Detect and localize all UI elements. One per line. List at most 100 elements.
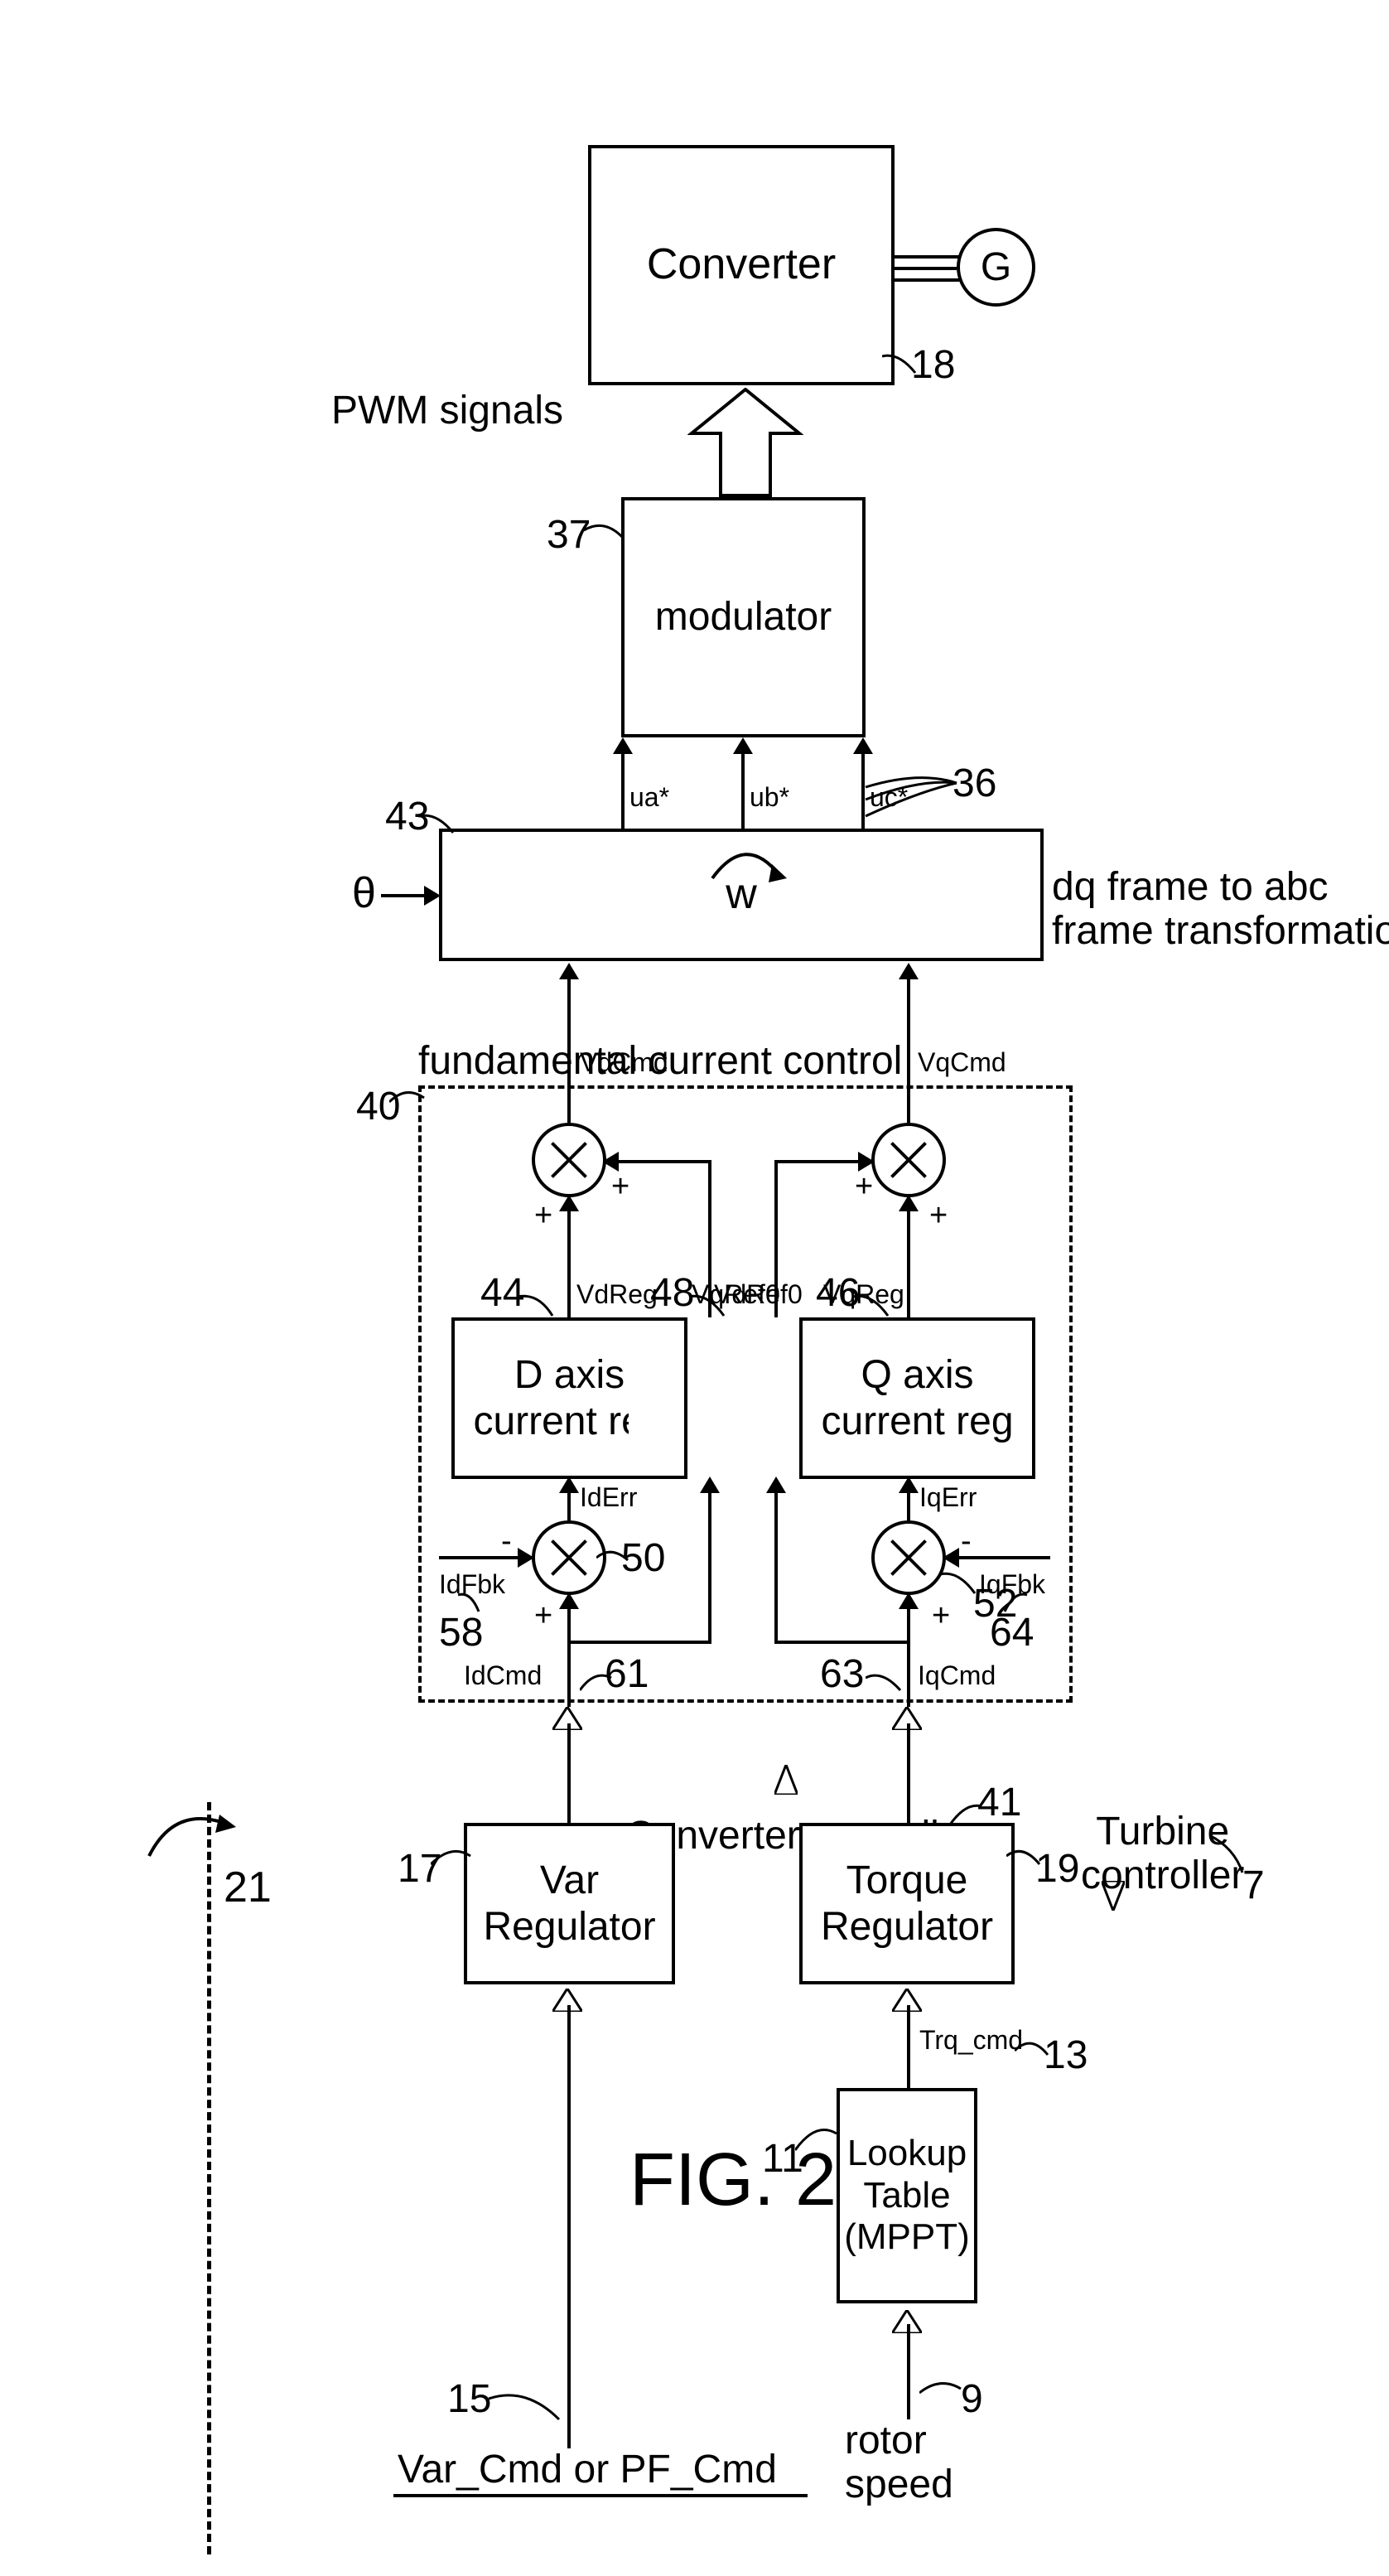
ah-ub: [733, 737, 753, 754]
converter-arrow: [774, 1765, 798, 1795]
line-var-pf: [567, 2005, 571, 2448]
ref-15-lead: [489, 2386, 563, 2428]
ref-52-lead: [940, 1570, 977, 1599]
line-vqcmd: [907, 978, 910, 1123]
ref-9-lead: [919, 2376, 965, 2409]
iderr-label: IdErr: [580, 1483, 637, 1512]
line-iqcmd: [907, 1723, 910, 1823]
arrow-trq-cmd: [892, 1989, 922, 2012]
line-vdcmd: [567, 978, 571, 1123]
modulator-text: modulator: [655, 594, 832, 640]
summer-d-out: [532, 1123, 606, 1197]
ref-7-lead: [1209, 1831, 1251, 1877]
generator-text: G: [981, 244, 1011, 290]
vqreg-label: VqReg: [823, 1280, 904, 1309]
plus-q-out2: +: [855, 1170, 873, 1205]
ref-63: 63: [820, 1653, 864, 1697]
converter-text: Converter: [647, 240, 836, 290]
ref-11-lead: [795, 2121, 841, 2158]
arrow-var-pf: [552, 1989, 582, 2012]
plus-d-in: +: [534, 1599, 552, 1634]
ah-idcmd-vff: [700, 1476, 720, 1493]
lookup-table-text: Lookup Table (MPPT): [844, 2133, 970, 2259]
line-trq-cmd: [907, 2005, 910, 2088]
line-ua: [621, 752, 625, 829]
ref-43-lead: [418, 812, 456, 841]
line-var-pf-underline: [393, 2494, 808, 2497]
ua-label: ua*: [629, 783, 669, 812]
vdcmd-label: VdCmd: [580, 1048, 668, 1077]
line-ub: [741, 752, 745, 829]
vqcmd-label: VqCmd: [918, 1048, 1006, 1077]
ref-18-lead: [882, 352, 919, 381]
theta-label: θ: [352, 870, 376, 917]
trq-cmd-label: Trq_cmd: [919, 2026, 1023, 2055]
ah-iderr: [559, 1476, 579, 1493]
ref-17-lead: [431, 1844, 472, 1877]
vdreg-label: VdReg: [576, 1280, 658, 1309]
pwm-arrow: [687, 388, 803, 500]
line-idcmd: [567, 1723, 571, 1823]
rotor-speed-label: rotor speed: [845, 2419, 953, 2507]
line-vdref0-h: [603, 1160, 711, 1163]
idcmd-label: IdCmd: [464, 1661, 542, 1690]
plus-d-out1: +: [534, 1199, 552, 1234]
summer-d-in: [532, 1520, 606, 1595]
ah-iqfbk: [943, 1548, 959, 1568]
line-idcmd-branch2: [708, 1491, 711, 1644]
line-iqfbk: [944, 1556, 1050, 1559]
line-iqcmd-branch: [774, 1641, 910, 1644]
dq-abc-label: dq frame to abc frame transformation: [1052, 866, 1389, 954]
ref-58-lead: [458, 1591, 483, 1616]
iqerr-label: IqErr: [919, 1483, 977, 1512]
ref-61-lead: [580, 1670, 613, 1699]
q-axis-text: Q axis current reg: [821, 1352, 1013, 1443]
ref-64: 64: [990, 1612, 1034, 1655]
ah-vqcmd: [899, 963, 919, 979]
pwm-label: PWM signals: [331, 389, 563, 433]
modulator-block: modulator: [621, 497, 866, 737]
converter-block: Converter: [588, 145, 895, 385]
plus-q-out1: +: [929, 1199, 948, 1234]
torque-regulator-text: Torque Regulator: [821, 1858, 993, 1949]
ah-iqcmd-vff: [766, 1476, 786, 1493]
line-theta: [381, 894, 431, 897]
line-vqreg: [907, 1210, 910, 1317]
ub-label: ub*: [750, 783, 789, 812]
line-iqcmd2: [907, 1607, 910, 1707]
rotation-arrow: [704, 841, 787, 891]
lookup-table-block: Lookup Table (MPPT): [837, 2088, 977, 2303]
vqref0-label: VqRef0: [692, 1280, 780, 1309]
line-iqcmd-branch2: [774, 1491, 778, 1644]
plus-d-out2: +: [611, 1170, 629, 1205]
ah-iqcmd-sum: [899, 1592, 919, 1609]
arrow-iqcmd: [892, 1707, 922, 1730]
gen-line-2: [895, 267, 957, 270]
cover-vff-left: [629, 1321, 684, 1476]
generator-circle: G: [957, 228, 1035, 307]
ah-vdcmd: [559, 963, 579, 979]
ref-58: 58: [439, 1612, 483, 1655]
ah-iqerr: [899, 1476, 919, 1493]
arrow-idcmd: [552, 1707, 582, 1730]
ref-13-lead: [1015, 2034, 1052, 2067]
ah-theta: [424, 886, 441, 906]
ref-44-lead: [518, 1293, 555, 1322]
q-axis-block: Q axis current reg: [799, 1317, 1035, 1479]
ah-ua: [613, 737, 633, 754]
ref-63-lead: [866, 1670, 903, 1699]
summer-q-out: [871, 1123, 946, 1197]
summer-q-in: [871, 1520, 946, 1595]
arrow-rotor-speed: [892, 2310, 922, 2333]
line-rotor-speed: [907, 2324, 910, 2419]
line-idcmd2: [567, 1607, 571, 1707]
line-iderr: [567, 1491, 571, 1523]
ah-vdreg: [559, 1195, 579, 1211]
gen-line-1: [895, 255, 959, 259]
ref-21-arrow: [141, 1798, 240, 1873]
line-vdreg: [567, 1210, 571, 1317]
torque-regulator-block: Torque Regulator: [799, 1823, 1015, 1984]
ref-15: 15: [447, 2378, 491, 2422]
d-axis-right-border: [684, 1317, 687, 1479]
line-iqerr: [907, 1491, 910, 1523]
